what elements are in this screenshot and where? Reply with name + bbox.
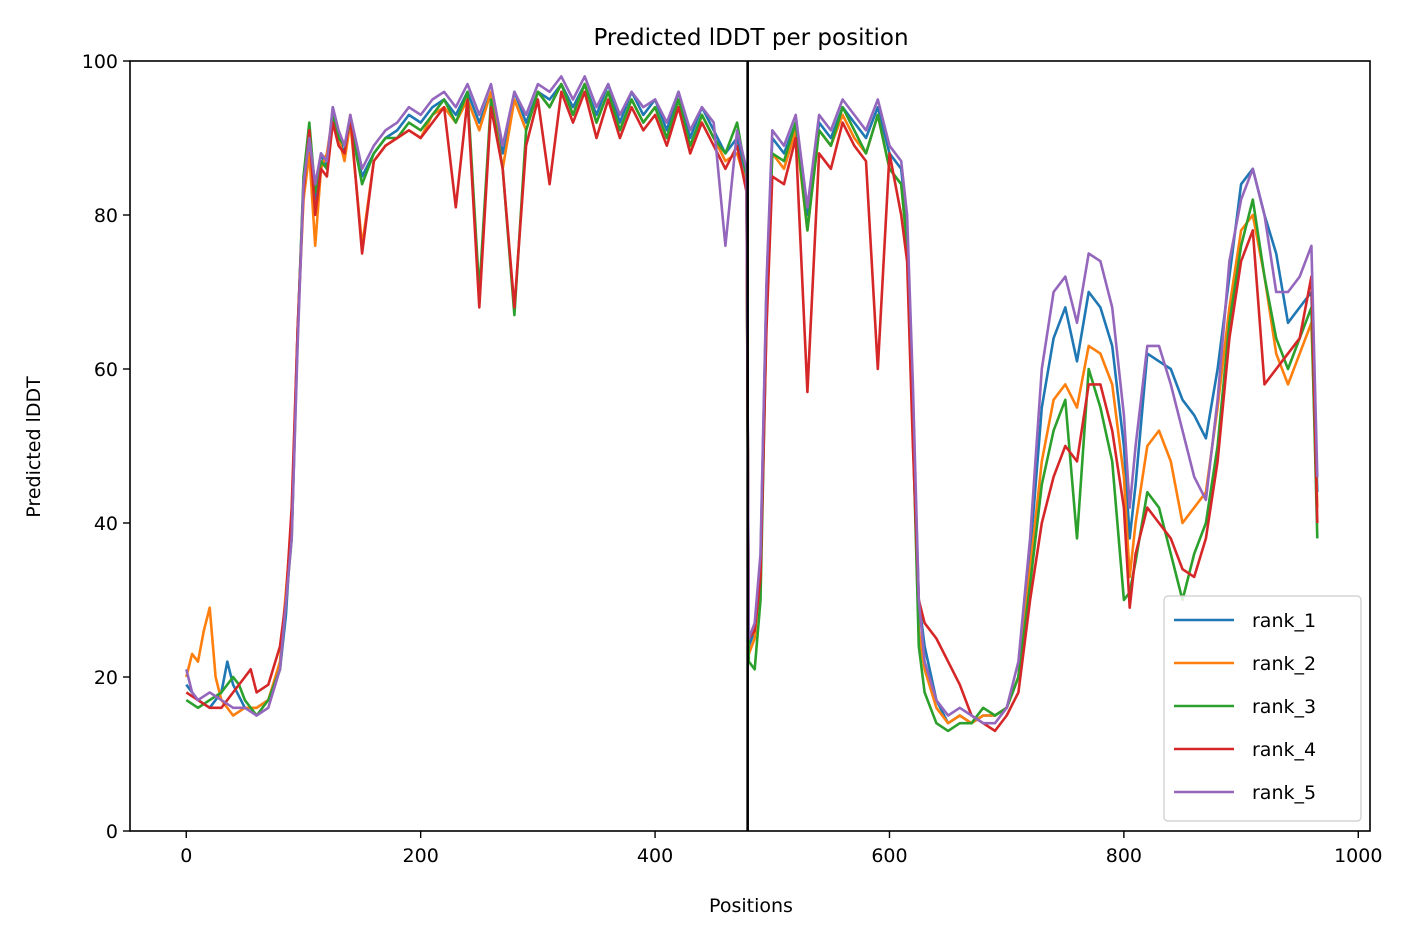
series-line-rank-4 — [185, 90, 1319, 733]
legend-label-rank-1: rank_1 — [1252, 610, 1316, 632]
legend-label-rank-4: rank_4 — [1252, 739, 1316, 761]
legend-label-rank-5: rank_5 — [1252, 782, 1316, 804]
x-tick-label: 200 — [403, 845, 439, 867]
y-axis: 0 20 40 60 80 100 — [82, 51, 130, 843]
y-tick-label: 40 — [94, 513, 118, 535]
x-axis-label: Positions — [709, 895, 793, 917]
chart-title: Predicted lDDT per position — [593, 25, 908, 51]
x-tick-label: 600 — [871, 845, 907, 867]
y-tick-label: 100 — [82, 51, 118, 73]
y-tick-label: 80 — [94, 205, 118, 227]
x-tick-label: 0 — [180, 845, 192, 867]
legend-label-rank-3: rank_3 — [1252, 696, 1316, 718]
y-tick-label: 20 — [94, 667, 118, 689]
y-axis-label: Predicted lDDT — [23, 376, 45, 518]
x-axis: 0 200 400 600 800 1000 — [180, 831, 1382, 867]
legend-box — [1163, 595, 1362, 822]
plot-area — [129, 60, 1371, 832]
legend-label-rank-2: rank_2 — [1252, 653, 1316, 675]
x-tick-label: 400 — [637, 845, 673, 867]
plot-frame — [129, 60, 1371, 832]
x-tick-label: 800 — [1106, 845, 1142, 867]
x-tick-label: 1000 — [1334, 845, 1382, 867]
y-tick-label: 0 — [106, 821, 118, 843]
series-lines — [185, 75, 1319, 733]
y-tick-label: 60 — [94, 359, 118, 381]
legend: rank_1 rank_2 rank_3 rank_4 rank_5 — [1163, 595, 1362, 822]
